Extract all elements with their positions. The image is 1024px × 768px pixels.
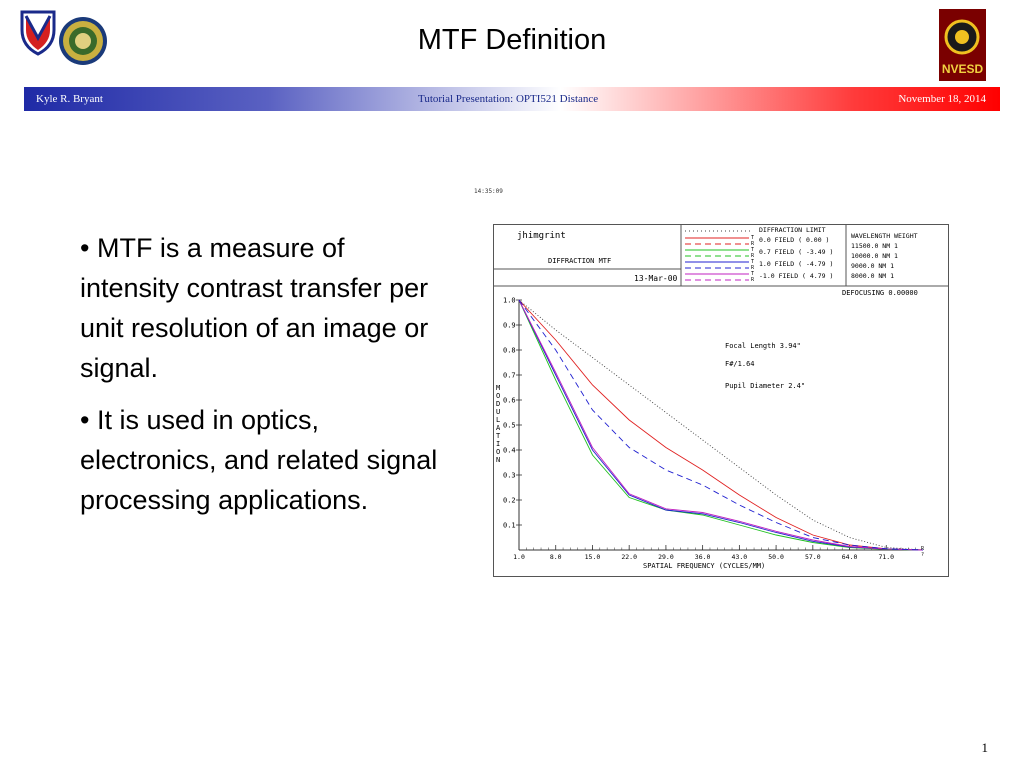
page-number: 1 — [981, 740, 989, 755]
plot-date: 13-Mar-00 — [634, 274, 678, 283]
mtf-plot: jhimgrint DIFFRACTION MTF 13-Mar-00 DIFF… — [493, 224, 949, 577]
legend-field-label: 0.0 FIELD ( 0.00 ) — [759, 236, 829, 244]
x-tick-label: 36.0 — [695, 553, 711, 561]
legend-r-letter: R — [751, 265, 755, 271]
banner-date: November 18, 2014 — [898, 93, 986, 105]
wavelength-row: 9000.0 NM 1 — [851, 262, 894, 270]
legend-t-letter: T — [751, 271, 754, 277]
legend-field-label: 1.0 FIELD ( -4.79 ) — [759, 260, 833, 268]
legend-entry: T R 0.7 FIELD ( -3.49 ) — [685, 247, 833, 259]
legend-r-letter: R — [751, 277, 755, 283]
legend-entry: T R -1.0 FIELD ( 4.79 ) — [685, 271, 833, 283]
right-edge-letter: ? — [921, 552, 924, 558]
legend-field-label: -1.0 FIELD ( 4.79 ) — [759, 272, 833, 280]
series-line — [518, 299, 924, 551]
y-tick-label: 0.7 — [503, 372, 516, 380]
series-line — [518, 299, 924, 551]
y-tick-label: 0.2 — [503, 497, 516, 505]
x-tick-label: 22.0 — [621, 553, 637, 561]
shield-logo — [20, 10, 56, 56]
plot-subtitle: DIFFRACTION MTF — [548, 257, 611, 265]
y-axis-label-letter: I — [496, 440, 500, 448]
legend-r-letter: R — [751, 253, 755, 259]
plot-timestamp: 14:35:09 — [474, 188, 503, 195]
y-axis-label-letter: U — [496, 408, 500, 416]
y-axis-label-letter: A — [496, 424, 501, 432]
right-edge-letter: R — [921, 546, 925, 552]
bullet-item: • It is used in optics, electronics, and… — [80, 405, 438, 515]
banner-author: Kyle R. Bryant — [36, 93, 103, 105]
legend-field-label: 0.7 FIELD ( -3.49 ) — [759, 248, 833, 256]
wavelength-row: 8000.0 NM 1 — [851, 272, 894, 280]
x-tick-label: 71.0 — [878, 553, 894, 561]
bullet-list: • MTF is a measure of intensity contrast… — [80, 228, 450, 532]
y-tick-label: 0.6 — [503, 397, 516, 405]
legend-t-letter: T — [751, 247, 754, 253]
series-line — [518, 299, 924, 551]
y-tick-label: 0.4 — [503, 447, 516, 455]
pupil-diameter-note: Pupil Diameter 2.4" — [725, 382, 805, 390]
x-tick-label: 64.0 — [842, 553, 858, 561]
header-banner: Kyle R. Bryant Tutorial Presentation: OP… — [24, 87, 1000, 111]
y-axis-label-letter: O — [496, 448, 500, 456]
y-axis-label-letter: M — [496, 384, 500, 392]
y-axis-label-letter: T — [496, 432, 501, 440]
x-tick-label: 57.0 — [805, 553, 821, 561]
x-tick-label: 15.0 — [585, 553, 601, 561]
focal-length-note: Focal Length 3.94" — [725, 342, 801, 350]
legend-t-letter: T — [751, 259, 754, 265]
y-tick-label: 0.5 — [503, 422, 516, 430]
y-tick-label: 0.1 — [503, 522, 516, 530]
plot-name: jhimgrint — [517, 231, 566, 241]
wavelength-header: WAVELENGTH WEIGHT — [851, 232, 918, 240]
x-tick-label: 50.0 — [768, 553, 784, 561]
x-axis-label: SPATIAL FREQUENCY (CYCLES/MM) — [643, 562, 765, 570]
x-tick-label: 8.0 — [550, 553, 562, 561]
y-tick-label: 0.3 — [503, 472, 516, 480]
series-line — [518, 299, 924, 551]
bullet-item: • MTF is a measure of intensity contrast… — [80, 233, 429, 383]
y-tick-label: 1.0 — [503, 297, 516, 305]
banner-presentation-title: Tutorial Presentation: OPTI521 Distance — [418, 93, 599, 105]
x-tick-label: 29.0 — [658, 553, 674, 561]
y-axis-label-letter: L — [496, 416, 500, 424]
y-axis-label-letter: N — [496, 456, 500, 464]
y-axis-label-letter: O — [496, 392, 500, 400]
legend-r-letter: R — [751, 241, 755, 247]
y-axis-label-letter: D — [496, 400, 500, 408]
seal-logo — [59, 17, 107, 65]
legend-t-letter: T — [751, 235, 754, 241]
fnumber-note: F#/1.64 — [725, 360, 755, 368]
y-tick-label: 0.9 — [503, 322, 516, 330]
x-tick-label: 43.0 — [732, 553, 748, 561]
legend-diffraction-label: DIFFRACTION LIMIT — [759, 226, 826, 234]
wavelength-row: 10000.0 NM 1 — [851, 252, 898, 260]
legend-entry: T R 0.0 FIELD ( 0.00 ) — [685, 235, 829, 247]
wavelength-row: 11500.0 NM 1 — [851, 242, 898, 250]
slide-title: MTF Definition — [417, 24, 607, 56]
y-tick-label: 0.8 — [503, 347, 516, 355]
nvesd-logo: NVESD — [939, 9, 986, 81]
plot-area: 0.1 0.2 0.3 0.4 0.5 0.6 0.7 0.8 0.9 1.0 1.0 8.0 15.0… — [503, 297, 924, 561]
defocusing-label: DEFOCUSING 0.00000 — [842, 289, 918, 297]
legend-entry: T R 1.0 FIELD ( -4.79 ) — [685, 259, 833, 271]
nvesd-logo-text: NVESD — [942, 62, 984, 76]
x-tick-label: 1.0 — [513, 553, 525, 561]
